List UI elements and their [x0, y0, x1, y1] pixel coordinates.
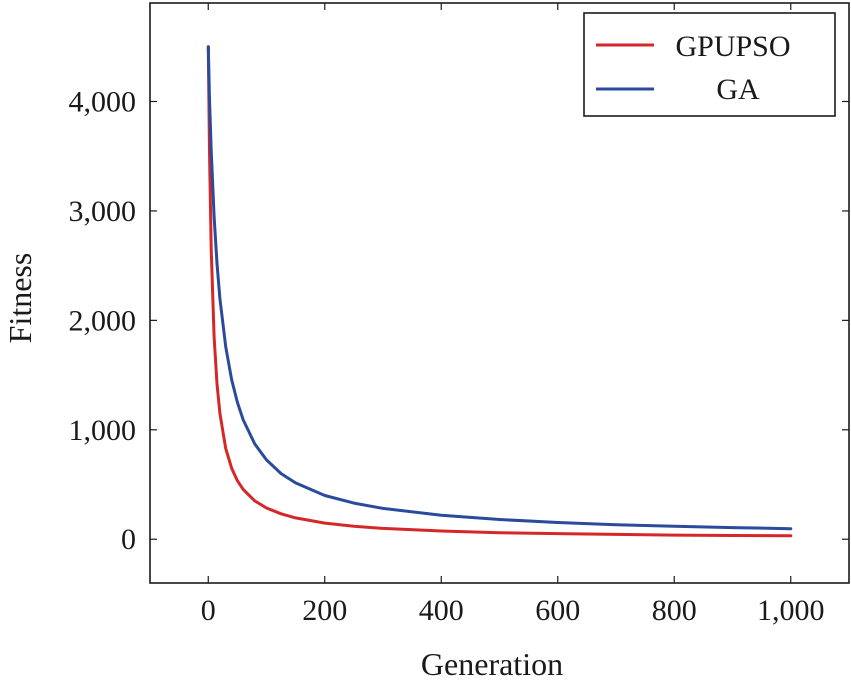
legend-label-gpupso: GPUPSO	[675, 30, 790, 63]
y-tick-label: 4,000	[69, 85, 137, 118]
y-axis-title: Fitness	[2, 253, 38, 344]
x-tick-label: 400	[419, 594, 464, 627]
y-tick-label: 1,000	[69, 414, 137, 447]
y-tick-label: 3,000	[69, 195, 137, 228]
x-ticks: 0 200 400 600 800 1,000	[201, 3, 825, 627]
y-tick-label: 0	[121, 523, 136, 556]
legend: GPUPSO GA	[583, 12, 836, 117]
x-tick-label: 1,000	[757, 594, 825, 627]
y-tick-label: 2,000	[69, 304, 137, 337]
legend-box	[583, 12, 836, 117]
series-line-gpupso	[206, 45, 793, 538]
plot-frame	[149, 2, 850, 584]
x-axis-title: Generation	[421, 646, 563, 682]
x-tick-label: 800	[652, 594, 697, 627]
legend-label-ga: GA	[716, 73, 760, 106]
x-tick-label: 200	[302, 594, 347, 627]
y-ticks: 0 1,000 2,000 3,000 4,000	[69, 85, 849, 556]
series-lines	[206, 45, 793, 538]
x-tick-label: 600	[535, 594, 580, 627]
series-line-ga	[206, 45, 793, 531]
x-tick-label: 0	[201, 594, 216, 627]
